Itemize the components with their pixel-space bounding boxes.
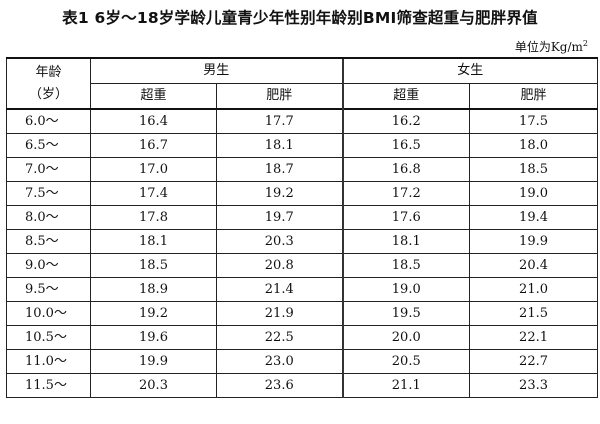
- male-obese-cell: 18.1: [215, 133, 344, 158]
- female-obese-cell: 21.5: [469, 301, 599, 326]
- header-row-gender: 年龄 （岁） 男生 女生: [6, 57, 599, 110]
- table-row: 7.0～ 17.0 18.7 16.8 18.5: [6, 157, 599, 182]
- male-overweight-header: 超重: [90, 83, 217, 110]
- age-cell: 7.0～: [6, 157, 91, 182]
- age-header-line2: （岁）: [28, 86, 68, 102]
- table-row: 11.5～ 20.3 23.6 21.1 23.3: [6, 373, 599, 398]
- unit-text: 单位为Kg/m: [514, 40, 583, 54]
- male-obese-cell: 22.5: [215, 325, 344, 350]
- female-overweight-cell: 19.5: [341, 301, 471, 326]
- male-overweight-cell: 19.2: [90, 301, 217, 326]
- male-overweight-cell: 17.8: [90, 205, 217, 230]
- age-cell: 8.0～: [6, 205, 91, 230]
- table-row: 11.0～ 19.9 23.0 20.5 22.7: [6, 349, 599, 374]
- female-overweight-cell: 16.2: [341, 108, 471, 134]
- female-overweight-cell: 18.1: [341, 229, 471, 254]
- male-obese-cell: 18.7: [215, 157, 344, 182]
- age-cell: 9.0～: [6, 253, 91, 278]
- table-row: 6.0～ 16.4 17.7 16.2 17.5: [6, 108, 599, 134]
- male-obese-cell: 20.3: [215, 229, 344, 254]
- male-obese-cell: 21.9: [215, 301, 344, 326]
- table-row: 9.5～ 18.9 21.4 19.0 21.0: [6, 277, 599, 302]
- female-obese-cell: 22.1: [469, 325, 599, 350]
- male-overweight-cell: 16.4: [90, 108, 217, 134]
- age-cell: 10.0～: [6, 301, 91, 326]
- female-overweight-cell: 21.1: [341, 373, 471, 398]
- age-cell: 11.0～: [6, 349, 91, 374]
- male-overweight-cell: 17.4: [90, 181, 217, 206]
- unit-label: 单位为Kg/m2: [515, 38, 588, 55]
- table-row: 10.5～ 19.6 22.5 20.0 22.1: [6, 325, 599, 350]
- age-cell: 8.5～: [6, 229, 91, 254]
- age-column-header: 年龄 （岁）: [6, 57, 91, 110]
- female-overweight-cell: 20.0: [341, 325, 471, 350]
- table-row: 9.0～ 18.5 20.8 18.5 20.4: [6, 253, 599, 278]
- male-obese-header: 肥胖: [215, 83, 344, 110]
- male-obese-cell: 19.7: [215, 205, 344, 230]
- table-row: 8.0～ 17.8 19.7 17.6 19.4: [6, 205, 599, 230]
- age-cell: 11.5～: [6, 373, 91, 398]
- age-cell: 7.5～: [6, 181, 91, 206]
- table-row: 6.5～ 16.7 18.1 16.5 18.0: [6, 133, 599, 158]
- female-overweight-cell: 20.5: [341, 349, 471, 374]
- age-cell: 6.5～: [6, 133, 91, 158]
- female-obese-cell: 20.4: [469, 253, 599, 278]
- female-overweight-cell: 16.8: [341, 157, 471, 182]
- female-obese-cell: 19.9: [469, 229, 599, 254]
- male-obese-cell: 17.7: [215, 108, 344, 134]
- table-row: 7.5～ 17.4 19.2 17.2 19.0: [6, 181, 599, 206]
- age-cell: 10.5～: [6, 325, 91, 350]
- female-obese-cell: 18.5: [469, 157, 599, 182]
- header-row-category: 超重 肥胖 超重 肥胖: [7, 83, 599, 110]
- male-overweight-cell: 18.5: [90, 253, 217, 278]
- male-overweight-cell: 19.6: [90, 325, 217, 350]
- male-overweight-cell: 17.0: [90, 157, 217, 182]
- female-obese-cell: 23.3: [469, 373, 599, 398]
- male-overweight-cell: 18.1: [90, 229, 217, 254]
- female-group-header: 女生: [341, 57, 599, 84]
- female-overweight-cell: 17.2: [341, 181, 471, 206]
- female-obese-cell: 22.7: [469, 349, 599, 374]
- age-header-line1: 年龄: [35, 64, 62, 80]
- male-group-header: 男生: [89, 57, 344, 84]
- male-overweight-cell: 16.7: [90, 133, 217, 158]
- female-obese-cell: 19.4: [469, 205, 599, 230]
- table-title: 表1 6岁～18岁学龄儿童青少年性别年龄别BMI筛查超重与肥胖界值: [62, 9, 538, 27]
- male-obese-cell: 23.0: [215, 349, 344, 374]
- female-overweight-header: 超重: [341, 83, 471, 110]
- female-overweight-cell: 18.5: [341, 253, 471, 278]
- male-overweight-cell: 18.9: [90, 277, 217, 302]
- age-cell: 9.5～: [6, 277, 91, 302]
- unit-superscript: 2: [582, 39, 588, 48]
- male-obese-cell: 21.4: [215, 277, 344, 302]
- bmi-cutoff-table: 年龄 （岁） 男生 女生 超重 肥胖 超重 肥胖 6.0～ 16.4 17.7 16.…: [6, 57, 599, 398]
- male-overweight-cell: 20.3: [90, 373, 217, 398]
- female-obese-cell: 18.0: [469, 133, 599, 158]
- female-overweight-cell: 17.6: [341, 205, 471, 230]
- male-obese-cell: 19.2: [215, 181, 344, 206]
- female-obese-cell: 17.5: [469, 108, 599, 134]
- female-overweight-cell: 16.5: [341, 133, 471, 158]
- male-obese-cell: 20.8: [215, 253, 344, 278]
- female-obese-cell: 21.0: [469, 277, 599, 302]
- female-overweight-cell: 19.0: [341, 277, 471, 302]
- male-overweight-cell: 19.9: [90, 349, 217, 374]
- male-obese-cell: 23.6: [215, 373, 344, 398]
- age-cell: 6.0～: [6, 108, 91, 134]
- female-obese-cell: 19.0: [469, 181, 599, 206]
- table-row: 10.0～ 19.2 21.9 19.5 21.5: [6, 301, 599, 326]
- female-obese-header: 肥胖: [469, 83, 599, 110]
- table-row: 8.5～ 18.1 20.3 18.1 19.9: [6, 229, 599, 254]
- table-body: 6.0～ 16.4 17.7 16.2 17.5 6.5～ 16.7 18.1 16.5 18.0…: [6, 108, 599, 398]
